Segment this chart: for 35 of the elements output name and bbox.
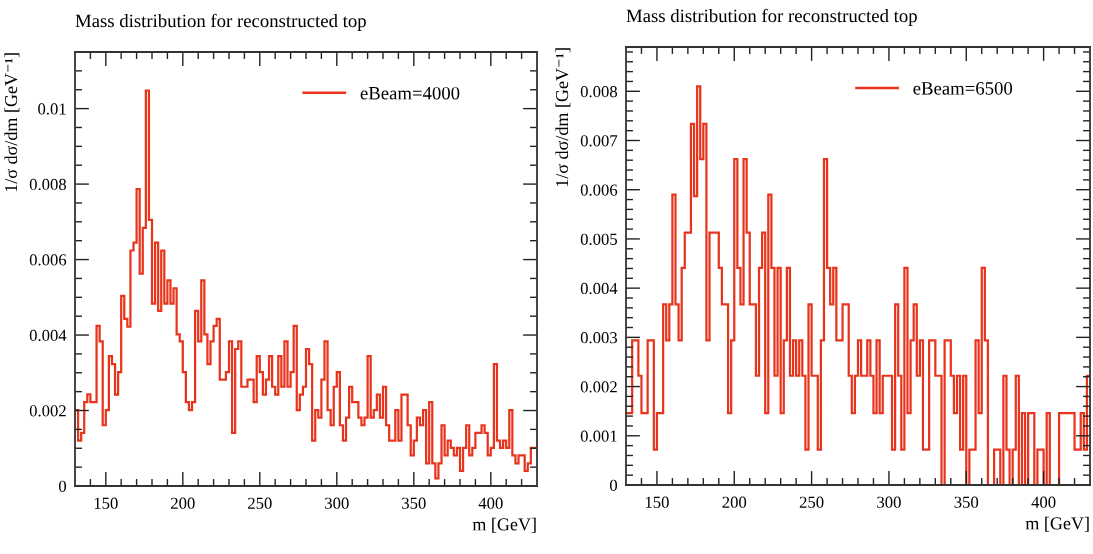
x-tick-label: 350: [402, 497, 426, 509]
x-tick-label: 350: [954, 496, 979, 508]
y-tick-label: 0.003: [580, 332, 618, 344]
x-tick-label: 150: [645, 496, 669, 508]
y-tick-label: 0.004: [580, 282, 618, 295]
y-tick-label: 0.008: [580, 85, 618, 98]
legend-label: eBeam=4000: [360, 86, 460, 100]
y-tick-label: 0.01: [38, 103, 66, 115]
x-tick-label: 250: [248, 497, 272, 509]
x-tick-label: 400: [478, 497, 503, 509]
y-tick-label: 0.002: [580, 381, 617, 393]
x-tick-label: 200: [171, 497, 195, 509]
x-tick-label: 300: [325, 497, 349, 509]
y-tick-label: 0.006: [29, 254, 67, 266]
x-tick-label: 300: [877, 496, 901, 508]
y-tick-label: 0.001: [580, 430, 617, 442]
x-axis-title: m [GeV]: [1025, 516, 1089, 532]
x-tick-label: 200: [722, 496, 747, 508]
y-tick-label: 0.006: [580, 184, 618, 196]
y-tick-label: 0: [609, 479, 618, 491]
y-tick-label: 0.002: [29, 405, 66, 417]
y-tick-label: 0.005: [580, 233, 618, 245]
x-tick-label: 150: [94, 497, 118, 509]
y-axis-title: 1/σ dσ/dm [GeV⁻¹]: [4, 53, 20, 192]
x-axis-title: m [GeV]: [472, 517, 536, 533]
x-tick-label: 400: [1031, 496, 1056, 508]
legend-label: eBeam=6500: [913, 82, 1013, 95]
x-tick-label: 250: [799, 496, 824, 508]
y-tick-label: 0: [58, 480, 67, 492]
y-tick-label: 0.004: [29, 329, 67, 342]
y-tick-label: 0.008: [29, 178, 67, 191]
chart-title: Mass distribution for reconstructed top: [75, 13, 366, 31]
chart-title: Mass distribution for reconstructed top: [626, 8, 917, 26]
y-tick-label: 0.007: [580, 135, 618, 147]
y-axis-title: 1/σ dσ/dm [GeV⁻¹]: [555, 48, 571, 187]
